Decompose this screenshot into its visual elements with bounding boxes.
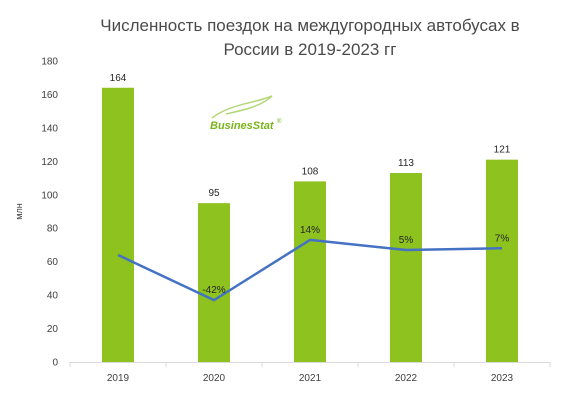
bar-value-label: 95 bbox=[208, 188, 220, 199]
bar-value-label: 108 bbox=[302, 166, 319, 177]
x-tick-label: 2020 bbox=[203, 373, 226, 384]
line-value-label: 5% bbox=[399, 235, 414, 246]
y-axis-label: млн bbox=[14, 203, 24, 219]
y-tick-label: 80 bbox=[47, 224, 59, 235]
logo-text: BusinesStat bbox=[210, 120, 275, 132]
bar-value-label: 121 bbox=[494, 145, 511, 156]
line-value-label: 14% bbox=[300, 225, 320, 236]
y-tick-label: 40 bbox=[47, 291, 59, 302]
bar bbox=[486, 159, 518, 362]
bar-value-label: 164 bbox=[110, 73, 127, 84]
watermark-logo: BusinesStat ® bbox=[210, 95, 282, 132]
bar bbox=[198, 203, 230, 362]
chart-title: Численность поездок на междугородных авт… bbox=[100, 16, 520, 59]
x-tick-label: 2022 bbox=[395, 373, 418, 384]
y-tick-label: 140 bbox=[41, 123, 58, 134]
y-tick-label: 100 bbox=[41, 190, 58, 201]
bar bbox=[102, 87, 134, 362]
logo-swoosh bbox=[211, 95, 273, 119]
line-value-label: -42% bbox=[202, 285, 225, 296]
y-tick-label: 180 bbox=[41, 57, 58, 68]
bar bbox=[390, 173, 422, 362]
bar bbox=[294, 181, 326, 362]
y-tick-label: 120 bbox=[41, 157, 58, 168]
y-tick-label: 20 bbox=[47, 324, 59, 335]
x-tick-label: 2021 bbox=[299, 373, 322, 384]
y-tick-label: 60 bbox=[47, 257, 59, 268]
y-tick-label: 160 bbox=[41, 90, 58, 101]
logo-registered-mark: ® bbox=[277, 118, 282, 125]
bar-value-label: 113 bbox=[398, 158, 414, 169]
x-tick-label: 2019 bbox=[107, 373, 130, 384]
line-value-label: 7% bbox=[495, 233, 510, 244]
y-tick-label: 0 bbox=[52, 358, 58, 369]
x-tick-label: 2023 bbox=[491, 373, 514, 384]
